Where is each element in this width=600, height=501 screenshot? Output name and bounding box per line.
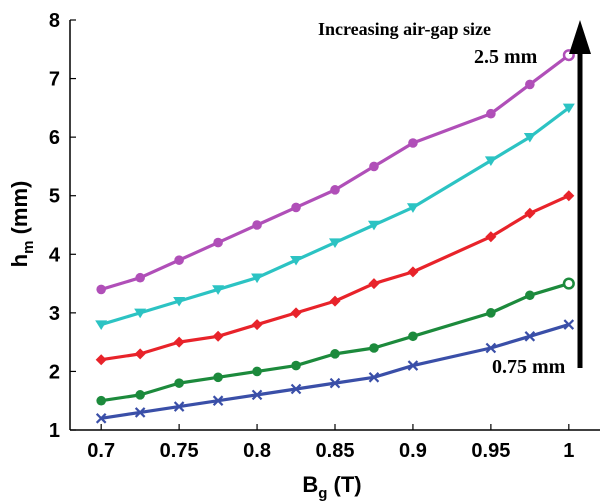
data-point [330, 349, 340, 359]
data-point [291, 360, 301, 371]
data-point [135, 272, 145, 283]
data-point [368, 278, 380, 290]
arrow-label: Increasing air-gap size [318, 19, 491, 39]
data-point [212, 395, 224, 406]
series-3 [95, 190, 575, 366]
data-point [486, 308, 496, 318]
series-line [100, 282, 570, 403]
data-point [251, 273, 264, 284]
data-point [290, 383, 302, 395]
data-point [523, 132, 536, 143]
data-point [329, 295, 341, 307]
y-tick-label: 5 [49, 186, 60, 208]
top-size-label: 2.5 mm [474, 46, 538, 68]
data-point [563, 190, 575, 202]
data-point [174, 255, 184, 265]
data-point [408, 331, 418, 342]
data-point [291, 202, 301, 213]
y-tick-label: 7 [49, 69, 60, 91]
data-point [96, 284, 106, 295]
data-point [251, 319, 263, 331]
data-point [173, 401, 185, 412]
series-line [100, 323, 570, 420]
data-point [173, 296, 186, 307]
data-point [524, 207, 536, 219]
y-tick-label: 2 [49, 361, 60, 383]
bottom-size-label: 0.75 mm [492, 356, 566, 378]
series-line [100, 194, 570, 362]
series-4 [95, 103, 575, 330]
series-1 [95, 319, 575, 424]
data-point [330, 185, 340, 195]
series-line [100, 53, 570, 291]
x-tick-label: 0.9 [399, 440, 427, 462]
data-point [484, 156, 497, 166]
y-tick-label: 8 [49, 10, 60, 32]
data-point [252, 220, 262, 230]
data-point [252, 366, 262, 377]
data-point [368, 372, 380, 383]
series-2 [96, 277, 575, 406]
x-tick-label: 0.8 [243, 440, 271, 462]
x-tick-label: 0.85 [316, 440, 355, 462]
data-point [95, 413, 107, 424]
x-tick-label: 0.95 [471, 440, 510, 462]
data-point [562, 277, 575, 290]
data-point [525, 79, 535, 90]
data-point [369, 161, 379, 172]
data-point [290, 255, 303, 266]
data-point [290, 307, 302, 319]
data-point [95, 320, 108, 330]
data-point [251, 389, 263, 401]
data-point [173, 336, 185, 348]
data-point [408, 138, 418, 148]
data-series [95, 49, 575, 424]
data-point [563, 319, 575, 330]
y-tick-label: 4 [49, 244, 61, 266]
data-point [134, 348, 146, 360]
data-point [407, 266, 419, 278]
y-tick-label: 1 [49, 420, 60, 442]
ticks: 0.7 0.75 0.8 0.85 0.9 0.95 1 1 2 3 4 5 6 7 8 [49, 10, 575, 462]
data-point [96, 395, 106, 406]
x-axis-label: Bg (T) [302, 472, 361, 501]
data-point [212, 330, 224, 342]
data-point [525, 290, 535, 301]
data-point [367, 220, 380, 231]
data-point [134, 308, 147, 319]
air-gap-arrow-head [569, 20, 591, 54]
data-point [485, 342, 497, 354]
data-point [406, 203, 419, 213]
data-point [212, 285, 225, 295]
data-point [485, 231, 497, 243]
x-tick-label: 0.75 [160, 440, 199, 462]
y-tick-label: 6 [49, 127, 60, 149]
data-point [213, 237, 223, 248]
data-point [524, 331, 536, 342]
y-tick-label: 3 [49, 303, 60, 325]
data-point [486, 108, 496, 119]
data-point [174, 378, 184, 388]
series-5 [96, 49, 575, 295]
x-tick-label: 1 [563, 440, 574, 462]
air-gap-arrow [569, 20, 591, 368]
data-point [329, 377, 341, 389]
series-line [100, 106, 570, 327]
data-point [407, 360, 419, 371]
data-point [369, 343, 379, 353]
data-point [562, 103, 575, 114]
data-point [213, 372, 223, 383]
y-axis-label: hm (mm) [7, 181, 37, 268]
data-point [135, 390, 145, 400]
data-point [134, 407, 146, 418]
x-tick-label: 0.7 [87, 440, 115, 462]
data-point [95, 354, 107, 366]
data-point [329, 238, 341, 248]
